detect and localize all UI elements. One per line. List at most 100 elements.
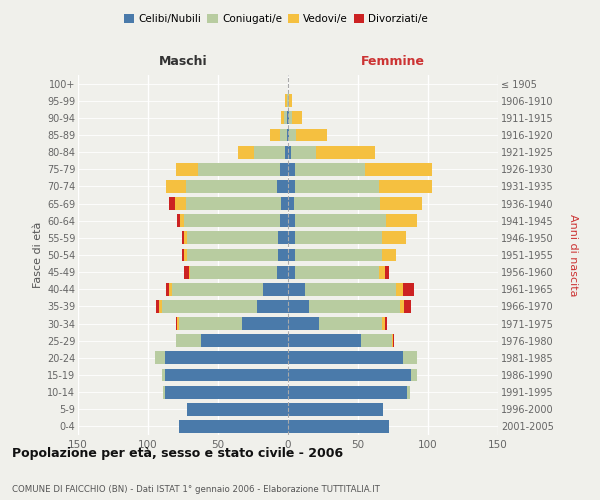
Bar <box>176 163 199 175</box>
Bar <box>396 283 403 296</box>
Bar <box>382 317 385 330</box>
Bar <box>188 266 190 278</box>
Y-axis label: Anni di nascita: Anni di nascita <box>568 214 578 296</box>
Bar <box>288 232 295 244</box>
Bar <box>184 232 187 244</box>
Bar <box>169 197 175 210</box>
Bar <box>184 214 280 227</box>
Bar <box>184 266 188 278</box>
Bar <box>263 283 288 296</box>
Bar <box>285 94 287 107</box>
Bar <box>163 386 165 398</box>
Bar <box>165 352 288 364</box>
Y-axis label: Fasce di età: Fasce di età <box>32 222 43 288</box>
Bar <box>379 180 432 193</box>
Bar <box>288 128 289 141</box>
Bar <box>176 334 201 347</box>
Bar <box>288 214 295 227</box>
Bar <box>157 300 159 313</box>
Bar <box>295 214 386 227</box>
Bar <box>287 94 288 107</box>
Bar <box>166 283 169 296</box>
Bar <box>288 352 403 364</box>
Bar <box>393 334 394 347</box>
Bar <box>288 146 291 158</box>
Bar <box>257 300 288 313</box>
Bar <box>186 197 281 210</box>
Bar <box>288 197 293 210</box>
Bar <box>180 214 184 227</box>
Bar <box>187 248 278 262</box>
Bar <box>287 112 288 124</box>
Bar <box>182 232 184 244</box>
Bar <box>289 128 296 141</box>
Bar <box>280 214 288 227</box>
Bar <box>172 283 263 296</box>
Text: Femmine: Femmine <box>361 55 425 68</box>
Bar <box>187 403 288 415</box>
Bar <box>270 128 280 141</box>
Bar <box>277 266 288 278</box>
Bar <box>289 94 292 107</box>
Bar <box>361 334 392 347</box>
Bar <box>404 300 411 313</box>
Bar <box>295 266 379 278</box>
Bar <box>319 317 382 330</box>
Bar <box>309 300 400 313</box>
Bar <box>295 180 379 193</box>
Bar <box>288 386 407 398</box>
Bar <box>169 283 172 296</box>
Text: Maschi: Maschi <box>158 55 208 68</box>
Bar <box>184 248 187 262</box>
Bar <box>165 386 288 398</box>
Bar <box>176 317 178 330</box>
Bar <box>280 163 288 175</box>
Text: COMUNE DI FAICCHIO (BN) - Dati ISTAT 1° gennaio 2006 - Elaborazione TUTTITALIA.I: COMUNE DI FAICCHIO (BN) - Dati ISTAT 1° … <box>12 486 380 494</box>
Bar <box>285 146 288 158</box>
Bar <box>278 248 288 262</box>
Bar <box>201 334 288 347</box>
Bar <box>382 232 406 244</box>
Bar <box>380 197 422 210</box>
Bar <box>385 317 388 330</box>
Bar <box>385 266 389 278</box>
Bar <box>155 352 165 364</box>
Bar <box>284 112 287 124</box>
Bar <box>165 368 288 382</box>
Bar <box>187 232 278 244</box>
Bar <box>162 368 165 382</box>
Bar <box>288 403 383 415</box>
Bar <box>296 128 327 141</box>
Bar <box>295 248 382 262</box>
Bar <box>392 334 393 347</box>
Bar <box>288 334 361 347</box>
Bar <box>280 128 287 141</box>
Bar <box>295 163 365 175</box>
Bar <box>178 214 180 227</box>
Bar <box>190 266 277 278</box>
Bar <box>403 352 417 364</box>
Legend: Celibi/Nubili, Coniugati/e, Vedovi/e, Divorziati/e: Celibi/Nubili, Coniugati/e, Vedovi/e, Di… <box>119 10 433 29</box>
Bar <box>242 317 288 330</box>
Bar <box>305 283 396 296</box>
Bar <box>277 180 288 193</box>
Bar <box>175 197 186 210</box>
Bar <box>293 197 380 210</box>
Bar <box>288 112 289 124</box>
Bar <box>281 112 284 124</box>
Bar <box>288 317 319 330</box>
Bar <box>159 300 162 313</box>
Text: Popolazione per età, sesso e stato civile - 2006: Popolazione per età, sesso e stato civil… <box>12 448 343 460</box>
Bar <box>288 420 389 433</box>
Bar <box>179 420 288 433</box>
Bar <box>199 163 280 175</box>
Bar <box>365 163 432 175</box>
Bar <box>182 248 184 262</box>
Bar <box>178 317 179 330</box>
Bar <box>288 94 289 107</box>
Bar <box>400 300 404 313</box>
Bar <box>292 112 302 124</box>
Bar <box>288 180 295 193</box>
Bar <box>166 180 186 193</box>
Bar <box>288 283 305 296</box>
